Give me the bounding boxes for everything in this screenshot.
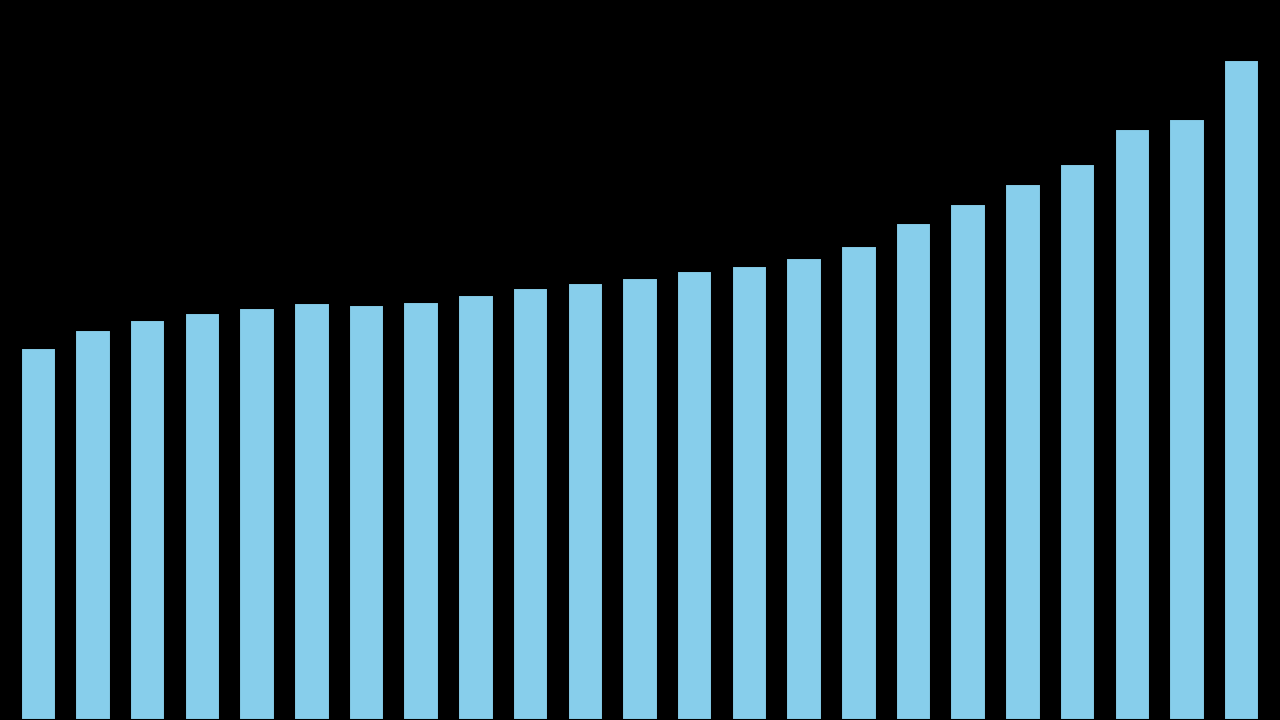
Bar [1005, 184, 1041, 720]
Bar [20, 348, 56, 720]
Bar [513, 288, 548, 720]
Bar [239, 308, 275, 720]
Bar [184, 312, 220, 720]
Bar [76, 330, 111, 720]
Bar [622, 278, 658, 720]
Bar [786, 258, 822, 720]
Bar [348, 305, 384, 720]
Bar [1169, 120, 1204, 720]
Bar [677, 271, 713, 720]
Bar [567, 283, 603, 720]
Bar [1224, 60, 1260, 720]
Bar [294, 303, 329, 720]
Bar [129, 320, 165, 720]
Bar [732, 266, 767, 720]
Bar [403, 302, 439, 720]
Bar [458, 295, 494, 720]
Bar [1115, 129, 1151, 720]
Bar [896, 223, 932, 720]
Bar [951, 204, 986, 720]
Bar [1060, 164, 1096, 720]
Bar [841, 246, 877, 720]
